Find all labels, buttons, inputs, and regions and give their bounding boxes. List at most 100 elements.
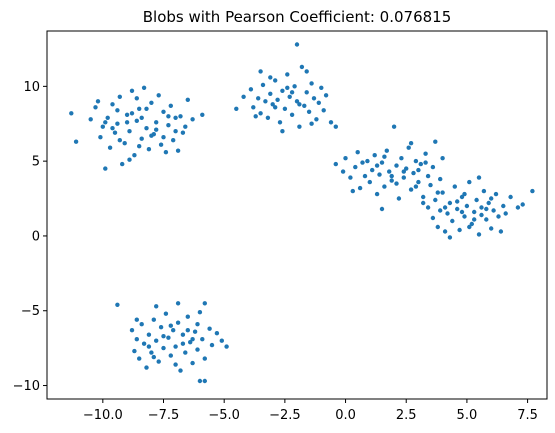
data-point xyxy=(399,156,404,161)
data-point xyxy=(115,302,120,307)
data-point xyxy=(149,350,154,355)
data-point xyxy=(472,217,477,222)
data-point xyxy=(168,323,173,328)
data-point xyxy=(117,94,123,100)
x-tick-label: −2.5 xyxy=(269,408,301,423)
data-point xyxy=(161,109,166,115)
data-point xyxy=(464,203,470,209)
data-point xyxy=(394,181,399,186)
data-point xyxy=(372,153,377,158)
data-point xyxy=(396,196,402,201)
data-point xyxy=(161,135,166,140)
data-point xyxy=(445,211,450,216)
data-point xyxy=(413,158,419,164)
data-point xyxy=(166,123,171,128)
data-point xyxy=(479,212,484,218)
data-point xyxy=(489,196,494,201)
data-point xyxy=(98,135,103,140)
data-point xyxy=(474,197,479,203)
data-point xyxy=(362,173,368,179)
data-point xyxy=(498,229,504,234)
data-point xyxy=(185,328,190,333)
data-point xyxy=(282,106,288,112)
data-point xyxy=(418,161,423,167)
data-point xyxy=(183,350,188,355)
data-point xyxy=(382,184,387,189)
data-point xyxy=(219,338,224,343)
data-point xyxy=(200,337,205,342)
data-point xyxy=(389,173,394,179)
data-point xyxy=(467,179,472,185)
data-point xyxy=(209,342,215,348)
x-tick-label: −5.0 xyxy=(208,408,240,423)
data-point xyxy=(110,102,115,107)
data-point xyxy=(416,179,421,185)
data-point xyxy=(161,345,166,351)
data-point xyxy=(515,205,521,210)
data-point xyxy=(277,120,283,125)
data-point xyxy=(258,69,263,74)
data-point xyxy=(134,337,139,342)
data-point xyxy=(124,112,130,118)
data-point xyxy=(122,141,127,146)
data-point xyxy=(462,191,467,197)
x-tick-label: 0.0 xyxy=(335,408,356,423)
data-point xyxy=(166,335,171,340)
data-point xyxy=(137,356,142,361)
data-point xyxy=(154,127,159,132)
data-point xyxy=(103,120,108,125)
data-point xyxy=(430,215,436,221)
data-point xyxy=(146,332,152,337)
data-point xyxy=(105,115,110,121)
data-point xyxy=(129,88,135,94)
data-point xyxy=(115,121,120,126)
data-point xyxy=(489,226,494,231)
data-point xyxy=(173,362,178,367)
data-point xyxy=(214,331,220,336)
data-point xyxy=(185,97,190,103)
data-point xyxy=(103,166,108,171)
data-point xyxy=(180,341,186,346)
data-point xyxy=(384,148,389,153)
data-point xyxy=(467,224,472,230)
data-point xyxy=(134,317,139,322)
data-point xyxy=(93,105,98,110)
data-point xyxy=(421,194,426,200)
data-point xyxy=(129,328,135,333)
data-point xyxy=(190,117,195,122)
data-point xyxy=(163,150,169,155)
data-point xyxy=(195,322,200,327)
data-point xyxy=(440,156,445,161)
data-point xyxy=(321,108,326,113)
data-point xyxy=(166,114,171,119)
data-point xyxy=(459,209,465,215)
data-point xyxy=(285,72,290,77)
data-point xyxy=(168,103,173,109)
data-point xyxy=(139,136,144,141)
y-tick-label: 0 xyxy=(32,229,40,244)
data-point xyxy=(192,329,198,334)
data-point xyxy=(343,156,348,161)
data-point xyxy=(319,85,324,91)
data-point xyxy=(175,320,181,325)
data-point xyxy=(129,111,135,116)
data-point xyxy=(207,326,212,331)
data-point xyxy=(367,179,372,185)
data-point xyxy=(484,206,489,212)
data-point xyxy=(251,105,256,110)
data-point xyxy=(151,317,156,322)
data-point xyxy=(120,161,125,167)
data-point xyxy=(486,200,491,206)
data-point xyxy=(328,120,334,125)
x-tick-label: 2.5 xyxy=(396,408,417,423)
data-point xyxy=(95,99,101,104)
data-point xyxy=(163,311,169,316)
data-point xyxy=(265,115,271,121)
data-point xyxy=(447,235,453,240)
data-point xyxy=(88,117,93,122)
data-point xyxy=(340,169,346,174)
data-point xyxy=(124,120,130,125)
data-point xyxy=(496,214,501,219)
data-point xyxy=(360,160,365,165)
